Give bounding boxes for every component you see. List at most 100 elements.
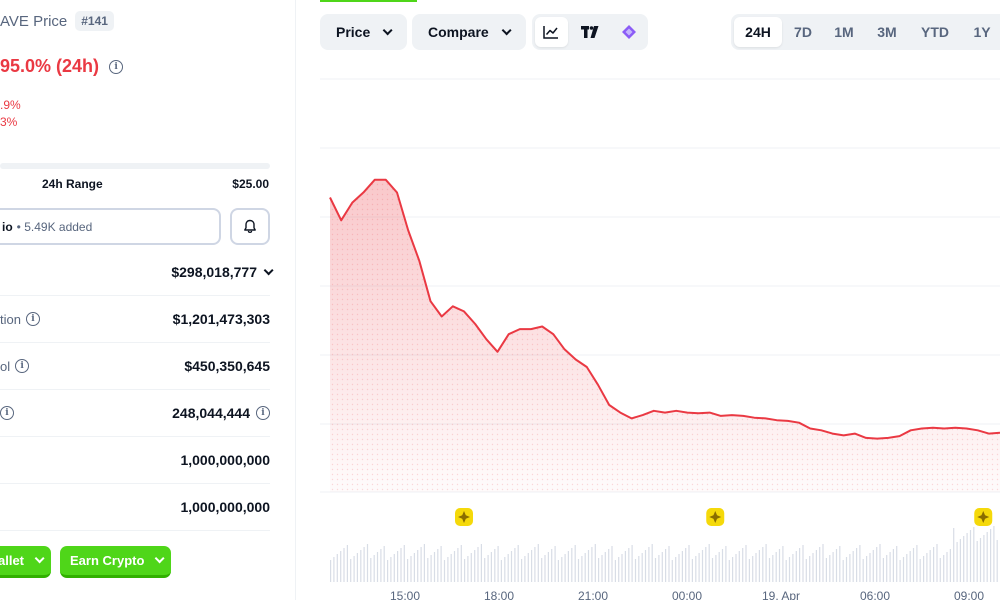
- volume-bar: [990, 529, 992, 582]
- volume-bar: [671, 560, 673, 582]
- x-tick-label: 09:00: [954, 589, 984, 600]
- volume-bar: [654, 558, 657, 582]
- info-icon[interactable]: i: [256, 406, 270, 420]
- stat-value: 248,044,444 i: [172, 405, 270, 421]
- volume-bar: [708, 544, 710, 582]
- volume-bar: [608, 549, 610, 582]
- price-line[interactable]: [329, 178, 1000, 440]
- wallet-button[interactable]: allet: [0, 546, 52, 578]
- volume-bar: [715, 555, 717, 582]
- volume-bar: [856, 548, 858, 582]
- volume-bar: [916, 545, 918, 582]
- volume-bar: [969, 530, 972, 582]
- volume-bar: [869, 553, 871, 582]
- chevron-down-icon: [501, 24, 512, 35]
- volume-bar: [356, 553, 358, 582]
- stat-row-total-supply: 1,000,000,000: [0, 437, 270, 484]
- volume-bar: [390, 557, 392, 582]
- range-tab-1m[interactable]: 1M: [834, 24, 854, 40]
- range-progress-bar: [0, 163, 270, 169]
- x-tick-label: 18:00: [484, 589, 514, 600]
- earn-crypto-label: Earn Crypto: [70, 553, 145, 568]
- volume-bar: [896, 546, 898, 582]
- volume-bar: [872, 550, 874, 582]
- volume-bar: [681, 551, 683, 582]
- volume-bar: [946, 552, 948, 582]
- price-alert-button[interactable]: [230, 208, 270, 245]
- volume-bar: [531, 550, 533, 582]
- line-chart-button[interactable]: [535, 17, 568, 47]
- volume-bar: [403, 545, 405, 582]
- volume-bar: [678, 554, 680, 582]
- volume-bar: [839, 546, 841, 582]
- compare-dropdown[interactable]: Compare: [412, 14, 526, 50]
- volume-bar: [758, 550, 760, 582]
- info-icon[interactable]: i: [25, 312, 40, 326]
- range-tab-24h[interactable]: 24H: [734, 17, 782, 47]
- volume-bar: [735, 554, 737, 582]
- volume-bar: [772, 555, 774, 582]
- volume-bar: [725, 546, 727, 582]
- volume-bar: [728, 560, 730, 582]
- coin-stats-panel: AVE Price #141 95.0% (24h) i .9% 3% 24h …: [0, 0, 296, 600]
- volume-bar: [695, 556, 697, 582]
- bullet: •: [16, 219, 25, 234]
- volume-bar: [521, 559, 523, 582]
- portfolio-label: io: [2, 219, 13, 234]
- stat-value: 1,000,000,000: [180, 499, 270, 515]
- price-chart[interactable]: 15:00 18:00 21:00 00:00 19. Apr 06:00 09:00: [320, 62, 1000, 600]
- info-icon[interactable]: i: [0, 406, 14, 420]
- volume-bar: [440, 546, 442, 582]
- event-marker[interactable]: [455, 508, 473, 526]
- chevron-down-icon[interactable]: [263, 264, 274, 275]
- event-marker[interactable]: [974, 508, 993, 526]
- volume-bar: [380, 549, 382, 582]
- price-dropdown[interactable]: Price: [320, 14, 407, 50]
- volume-bar: [336, 554, 338, 582]
- logo-chart-button[interactable]: [612, 17, 645, 47]
- volume-bar: [423, 544, 425, 582]
- active-tab-underline: [320, 0, 417, 2]
- volume-bar: [497, 546, 499, 582]
- volume-bar: [705, 547, 707, 582]
- volume-bar: [346, 545, 348, 582]
- volume-bar: [842, 560, 844, 582]
- coin-price-title: AVE Price: [0, 12, 68, 30]
- stat-value[interactable]: $298,018,777: [171, 264, 274, 280]
- range-tab-1y[interactable]: 1Y: [973, 24, 991, 40]
- volume-bar: [464, 559, 466, 582]
- volume-bar: [443, 560, 446, 582]
- volume-bar: [691, 559, 693, 582]
- event-marker[interactable]: [706, 508, 725, 526]
- info-icon[interactable]: i: [109, 59, 124, 74]
- volume-bar: [510, 551, 513, 582]
- volume-bar: [675, 557, 677, 582]
- volume-bar: [490, 552, 492, 582]
- volume-bar: [882, 558, 884, 582]
- tradingview-button[interactable]: [574, 17, 607, 47]
- volume-bar: [333, 557, 335, 582]
- volume-bar: [822, 544, 824, 582]
- volume-bar: [785, 560, 787, 582]
- info-icon[interactable]: i: [15, 359, 30, 373]
- volume-bar: [504, 557, 506, 582]
- volume-bar: [460, 545, 462, 582]
- range-tab-7d[interactable]: 7D: [794, 24, 812, 40]
- volume-bar: [477, 547, 479, 582]
- volume-bar: [604, 552, 606, 582]
- volume-bar: [407, 559, 409, 582]
- add-to-portfolio-button[interactable]: io • 5.49K added: [0, 208, 221, 245]
- chart-type-toggle: [532, 14, 648, 50]
- earn-crypto-button[interactable]: Earn Crypto: [60, 546, 172, 578]
- stat-row-max-supply: 1,000,000,000: [0, 484, 270, 531]
- stat-label: ol i: [0, 359, 30, 374]
- volume-bar: [752, 556, 754, 582]
- volume-bar: [500, 560, 502, 582]
- range-tab-3m[interactable]: 3M: [877, 24, 897, 40]
- change-small-2: 3%: [0, 115, 18, 129]
- price-dropdown-label: Price: [336, 24, 371, 40]
- volume-bar: [899, 560, 901, 582]
- range-tab-ytd[interactable]: YTD: [921, 24, 949, 40]
- volume-bar: [979, 538, 982, 582]
- volume-bar: [939, 558, 941, 582]
